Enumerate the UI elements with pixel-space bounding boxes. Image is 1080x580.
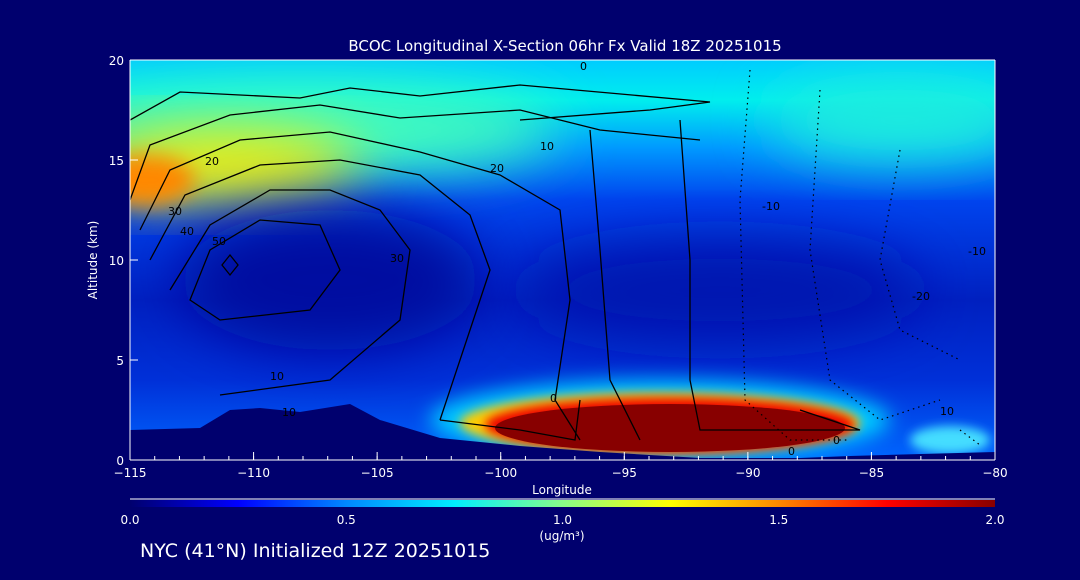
- colorbar-tick-label: 1.5: [769, 513, 788, 527]
- contour-line: [130, 84, 711, 121]
- x-tick-label: −80: [982, 466, 1007, 480]
- terrain: [130, 404, 995, 460]
- colorbar-tick-label: 2.0: [985, 513, 1004, 527]
- contour-label: 0: [550, 392, 557, 405]
- contour-line: [959, 429, 981, 446]
- contour-label: 0: [580, 60, 587, 73]
- contour-line: [679, 119, 861, 431]
- colorbar: [130, 500, 995, 507]
- upper-plume-orange: [130, 155, 195, 205]
- contour-label: 0: [788, 445, 795, 458]
- colorbar-ticks: 0.0 0.5 1.0 1.5 2.0: [120, 513, 1004, 527]
- contour-line: [189, 219, 341, 321]
- y-ticks: 0 5 10 15 20: [109, 54, 138, 468]
- contour-line: [149, 159, 491, 421]
- contour-label: 40: [180, 225, 194, 238]
- y-tick-label: 20: [109, 54, 124, 68]
- contour-label: 30: [390, 252, 404, 265]
- x-tick-label: −100: [484, 466, 517, 480]
- contour-line: [739, 69, 850, 441]
- mid-core: [180, 210, 480, 350]
- contour-label: 10: [540, 140, 554, 153]
- y-tick-label: 5: [116, 354, 124, 368]
- contour-line: [130, 104, 701, 201]
- low-plume-core: [495, 404, 845, 452]
- contour-line: [139, 131, 581, 441]
- colorbar-tick-label: 1.0: [553, 513, 572, 527]
- contour-line: [439, 399, 581, 441]
- x-tick-label: −90: [735, 466, 760, 480]
- contour-labels: 0 10 20 20 30 30 40 50 10 10 0 0 0 10 -1…: [168, 60, 986, 458]
- x-tick-label: −95: [612, 466, 637, 480]
- contour-label: -10: [968, 245, 986, 258]
- x-axis-label: Longitude: [532, 483, 592, 497]
- contour-label: 50: [212, 235, 226, 248]
- contour-label: 10: [282, 406, 296, 419]
- contour-line: [589, 129, 641, 441]
- east-lowlevel-cyan: [910, 426, 990, 454]
- mid-east-dark: [520, 240, 920, 340]
- colorbar-tick-label: 0.0: [120, 513, 139, 527]
- y-tick-label: 15: [109, 154, 124, 168]
- contour-line: [879, 149, 961, 361]
- contour-label: 20: [205, 155, 219, 168]
- x-tick-label: −115: [114, 466, 147, 480]
- east-cyan: [770, 80, 995, 160]
- contour-label: 20: [490, 162, 504, 175]
- contours: [130, 84, 861, 441]
- chart-title: BCOC Longitudinal X-Section 06hr Fx Vali…: [348, 37, 781, 55]
- colorbar-tick-label: 0.5: [337, 513, 356, 527]
- contour-line: [169, 189, 411, 396]
- contour-label: 10: [940, 405, 954, 418]
- contour-label: -10: [762, 200, 780, 213]
- y-axis-label: Altitude (km): [86, 221, 100, 300]
- contour-line: [809, 89, 941, 421]
- contour-label: -20: [912, 290, 930, 303]
- y-tick-label: 0: [116, 454, 124, 468]
- contour-line: [221, 253, 239, 277]
- colorbar-label: (ug/m³): [539, 529, 584, 543]
- contour-label: 0: [833, 434, 840, 447]
- y-tick-label: 10: [109, 254, 124, 268]
- x-tick-label: −110: [237, 466, 270, 480]
- contour-label: 10: [270, 370, 284, 383]
- x-ticks: −115 −110 −105 −100 −95 −90 −85 −80: [114, 452, 1008, 480]
- negative-contours: [739, 69, 981, 446]
- footer-text: NYC (41°N) Initialized 12Z 20251015: [140, 540, 491, 562]
- heatmap: 0 10 20 20 30 30 40 50 10 10 0 0 0 10 -1…: [130, 60, 995, 460]
- x-tick-label: −85: [859, 466, 884, 480]
- x-tick-label: −105: [361, 466, 394, 480]
- contour-label: 30: [168, 205, 182, 218]
